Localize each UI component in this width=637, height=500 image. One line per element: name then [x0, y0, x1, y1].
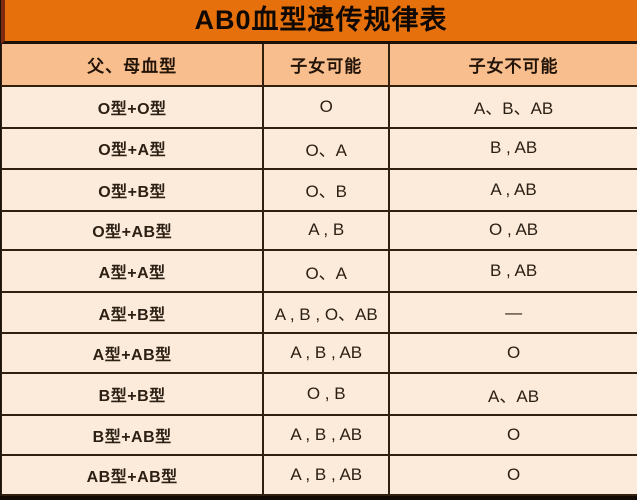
table-row: AB型+AB型 A , B , AB O [1, 453, 637, 496]
page-title: AB0血型遗传规律表 [1, 0, 637, 44]
header-row: 父、母血型 子女可能 子女不可能 [1, 44, 637, 87]
table-row: B型+B型 O , B A、AB [1, 372, 637, 416]
cell-parents: A型+B型 [1, 290, 265, 335]
table-body: O型+O型 O A、B、AB O型+A型 O、A B , AB O型+B型 O、B A , AB… [1, 85, 637, 496]
table-row: A型+AB型 A , B , AB O [1, 332, 637, 375]
header-parents: 父、母血型 [1, 44, 265, 87]
cell-possible: A , B , O、AB [262, 290, 391, 335]
cell-possible: O、A [262, 249, 391, 293]
table-header: 父、母血型 子女可能 子女不可能 [1, 44, 637, 87]
table-row: O型+A型 O、A B , AB [1, 126, 637, 170]
cell-impossible: O [388, 453, 637, 496]
cell-possible: A , B [262, 209, 391, 252]
cell-impossible: — [388, 290, 637, 335]
cell-possible: A , B , AB [262, 332, 391, 375]
cell-impossible: A、B、AB [388, 85, 637, 129]
cell-impossible: A、AB [388, 372, 637, 416]
cell-possible: O , B [262, 372, 391, 416]
table-row: O型+O型 O A、B、AB [1, 85, 637, 129]
cell-parents: AB型+AB型 [1, 453, 265, 496]
cell-parents: B型+AB型 [1, 413, 265, 456]
cell-impossible: A , AB [388, 168, 637, 212]
cell-impossible: B , AB [388, 249, 637, 293]
cell-parents: O型+O型 [1, 85, 265, 129]
table-row: B型+AB型 A , B , AB O [1, 413, 637, 456]
cell-parents: A型+A型 [1, 249, 265, 293]
inheritance-table: 父、母血型 子女可能 子女不可能 O型+O型 O A、B、AB O型+A型 O、A B ,… [1, 44, 637, 496]
cell-possible: O、A [262, 126, 391, 170]
cell-parents: O型+A型 [1, 126, 265, 170]
cell-parents: B型+B型 [1, 372, 265, 416]
table-row: A型+A型 O、A B , AB [1, 249, 637, 293]
cell-impossible: O [388, 332, 637, 375]
header-possible: 子女可能 [262, 44, 391, 87]
cell-impossible: B , AB [388, 126, 637, 170]
cell-possible: O [262, 85, 391, 129]
cell-parents: O型+B型 [1, 168, 265, 212]
cell-possible: O、B [262, 168, 391, 212]
cell-possible: A , B , AB [262, 453, 391, 496]
cell-parents: A型+AB型 [1, 332, 265, 375]
cell-impossible: O [388, 413, 637, 456]
table-row: A型+B型 A , B , O、AB — [1, 290, 637, 335]
header-impossible: 子女不可能 [388, 44, 637, 87]
table-row: O型+B型 O、B A , AB [1, 168, 637, 212]
cell-parents: O型+AB型 [1, 209, 265, 252]
cell-impossible: O , AB [388, 209, 637, 252]
cell-possible: A , B , AB [262, 413, 391, 456]
